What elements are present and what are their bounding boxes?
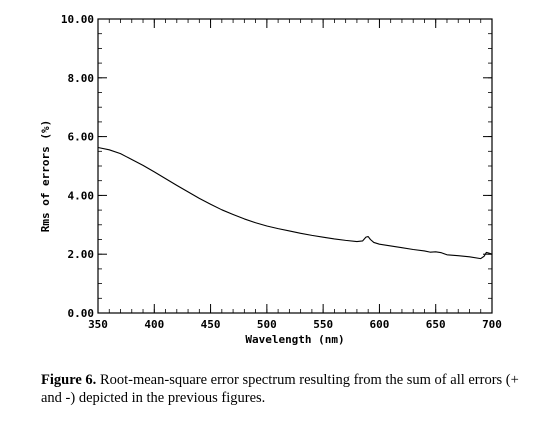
y-tick-label: 4.00: [68, 189, 95, 202]
y-tick-label: 0.00: [68, 307, 95, 320]
x-tick-label: 400: [144, 318, 164, 331]
x-tick-label: 700: [482, 318, 502, 331]
y-tick-label: 10.00: [61, 13, 94, 26]
y-tick-label: 6.00: [68, 131, 95, 144]
rms-error-chart: 350 400 450 500 550 600 650 700 0.00 2.00 4.00 6.0…: [39, 13, 502, 346]
figure-caption-label: Figure 6.: [41, 372, 97, 388]
x-tick-label: 600: [369, 318, 389, 331]
major-ticks: [97, 18, 493, 314]
x-tick-label: 500: [257, 318, 277, 331]
y-tick-label: 2.00: [68, 248, 95, 261]
plot-frame: [97, 18, 493, 314]
x-tick-label: 550: [313, 318, 333, 331]
x-tick-label: 350: [88, 318, 108, 331]
figure-caption: Figure 6. Root-mean-square error spectru…: [41, 371, 521, 407]
figure-caption-text: Root-mean-square error spectrum resultin…: [41, 372, 519, 406]
y-tick-label: 8.00: [68, 72, 95, 85]
minor-ticks: [97, 18, 493, 314]
y-axis-title: Rms of errors (%): [39, 120, 52, 233]
series-line-rms-error: [97, 146, 493, 260]
x-tick-labels: 350 400 450 500 550 600 650 700: [88, 318, 502, 331]
x-tick-label: 650: [426, 318, 446, 331]
y-tick-labels: 0.00 2.00 4.00 6.00 8.00 10.00: [61, 13, 94, 320]
x-tick-label: 450: [201, 318, 221, 331]
x-axis-title: Wavelength (nm): [245, 333, 344, 346]
